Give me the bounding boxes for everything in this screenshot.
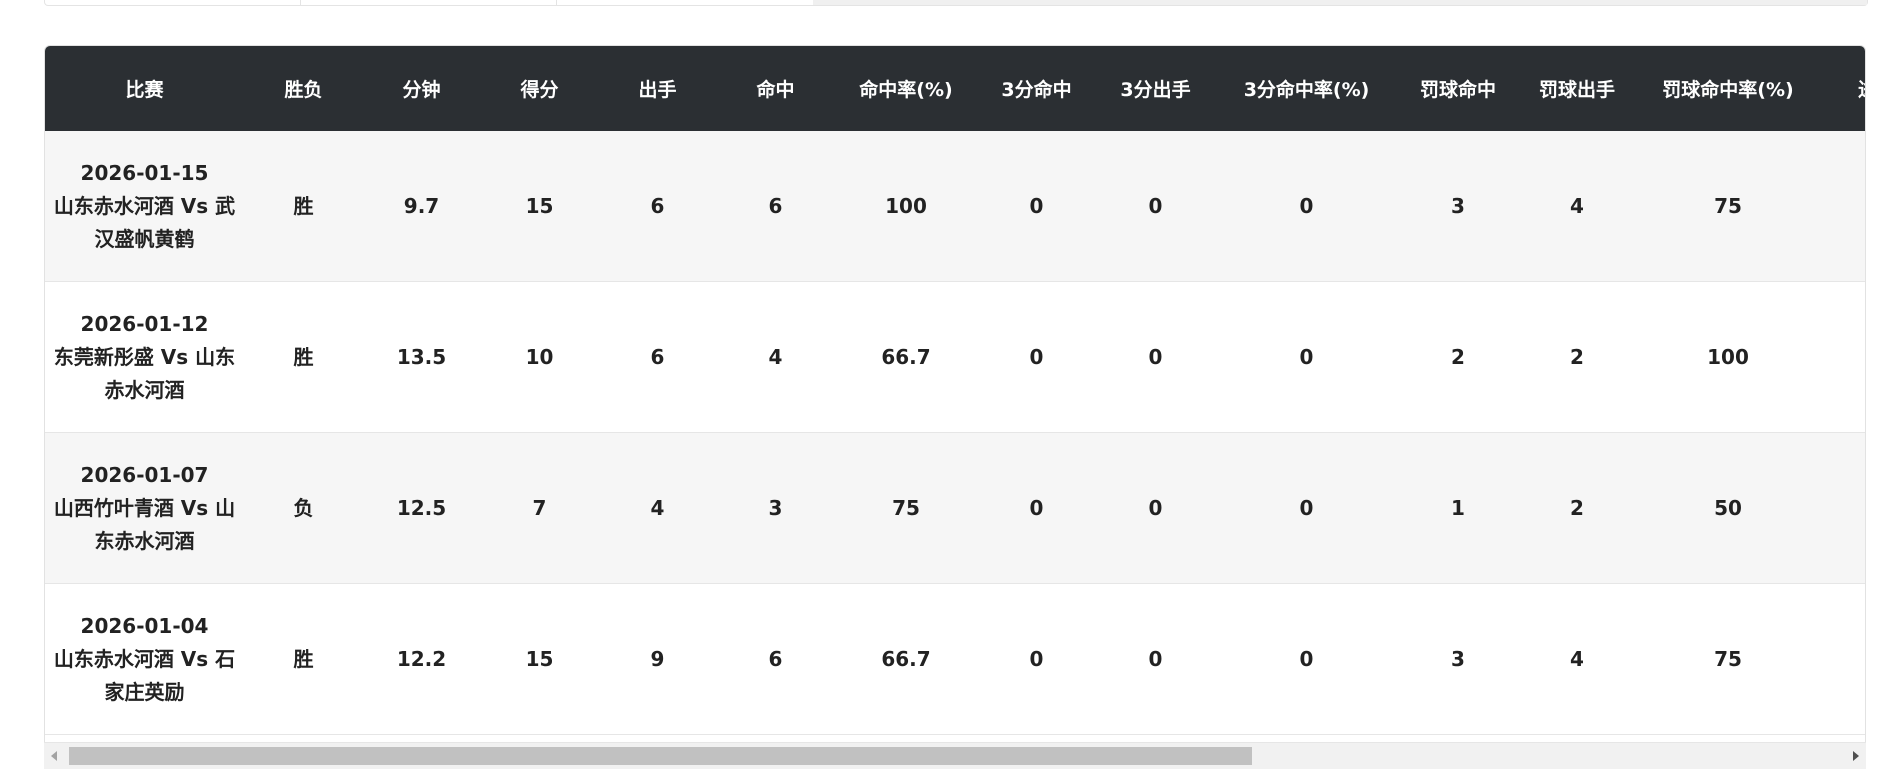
stat-cell: 1 [1398,432,1518,584]
stat-cell: 0 [1096,131,1215,282]
stat-cell: 0 [977,281,1096,433]
stat-cell: 10 [480,281,599,433]
column-header: 命中率(%) [835,46,977,131]
empty-cell [1820,131,1865,282]
scroll-right[interactable] [1853,751,1859,761]
column-header: 比赛 [45,46,244,131]
stat-cell: 6 [599,131,716,282]
match-name: 东莞新彤盛 Vs 山东赤水河酒 [53,344,236,402]
stat-cell: 0 [1215,281,1398,433]
stat-cell: 50 [1636,432,1820,584]
divider [300,0,301,5]
stat-cell: 胜 [244,131,363,282]
stat-cell: 0 [1096,281,1215,433]
stat-cell: 6 [716,131,835,282]
stat-cell: 4 [1518,583,1636,735]
match-name: 山东赤水河酒 Vs 石家庄英励 [53,646,236,704]
stat-cell: 100 [835,131,977,282]
header-row: 比赛 胜负 分钟 得分 出手 命中 命中率(%) 3分命中 3分出手 3分命中率(%) 罚球命中 罚球… [45,46,1865,131]
stat-cell: 12.2 [363,583,480,735]
stat-cell: 0 [1096,432,1215,584]
stat-cell: 3 [1398,583,1518,735]
column-header: 3分命中 [977,46,1096,131]
top-bar [44,0,1868,6]
table-body: 2026-01-15 山东赤水河酒 Vs 武汉盛帆黄鹤胜 9.7 15 6 6 100 0 0 0… [45,131,1865,735]
stat-cell: 4 [716,281,835,433]
stat-cell: 66.7 [835,281,977,433]
match-date: 2026-01-15 [80,160,209,185]
empty-cell [1820,281,1865,433]
stat-cell: 6 [716,583,835,735]
match-name: 山东赤水河酒 Vs 武汉盛帆黄鹤 [53,193,236,251]
stat-cell: 15 [480,131,599,282]
scroll-thumb[interactable] [69,747,1252,765]
empty-cell [1820,583,1865,735]
empty-cell [1820,432,1865,584]
stat-cell: 0 [1215,432,1398,584]
table-row: 2026-01-15 山东赤水河酒 Vs 武汉盛帆黄鹤胜 9.7 15 6 6 100 0 0 0… [45,131,1865,282]
match-date: 2026-01-07 [80,462,209,487]
stat-cell: 负 [244,432,363,584]
stat-cell: 3 [1398,131,1518,282]
stat-cell: 66.7 [835,583,977,735]
stat-cell: 4 [599,432,716,584]
table-row: 2026-01-04 山东赤水河酒 Vs 石家庄英励胜 12.2 15 9 6 66.7 0 0… [45,583,1865,735]
stat-cell: 胜 [244,281,363,433]
match-date: 2026-01-04 [80,613,209,638]
stat-cell: 75 [1636,131,1820,282]
column-header: 出手 [599,46,716,131]
stat-cell: 75 [835,432,977,584]
column-header: 分钟 [363,46,480,131]
stat-cell: 9.7 [363,131,480,282]
match-date: 2026-01-12 [80,311,209,336]
stat-cell: 13.5 [363,281,480,433]
column-header: 命中 [716,46,835,131]
horizontal-scrollbar[interactable] [44,742,1866,769]
match-cell: 2026-01-12 东莞新彤盛 Vs 山东赤水河酒 [45,281,244,433]
match-cell: 2026-01-04 山东赤水河酒 Vs 石家庄英励 [45,583,244,735]
stat-cell: 100 [1636,281,1820,433]
column-header: 3分命中率(%) [1215,46,1398,131]
column-header: 罚球命中 [1398,46,1518,131]
stats-table: 比赛 胜负 分钟 得分 出手 命中 命中率(%) 3分命中 3分出手 3分命中率(%) 罚球命中 罚球… [45,46,1865,735]
stat-cell: 75 [1636,583,1820,735]
stat-cell: 0 [977,131,1096,282]
table-container: 比赛 胜负 分钟 得分 出手 命中 命中率(%) 3分命中 3分出手 3分命中率(%) 罚球命中 罚球… [44,45,1866,769]
stat-cell: 0 [1215,131,1398,282]
stat-cell: 0 [977,432,1096,584]
divider [556,0,557,5]
match-cell: 2026-01-15 山东赤水河酒 Vs 武汉盛帆黄鹤 [45,131,244,282]
table-row: 2026-01-07 山西竹叶青酒 Vs 山东赤水河酒负 12.5 7 4 3 75 0 0 0 1… [45,432,1865,584]
stat-cell: 9 [599,583,716,735]
stat-cell: 0 [1096,583,1215,735]
stat-cell: 12.5 [363,432,480,584]
column-header: 3分出手 [1096,46,1215,131]
stat-cell: 0 [977,583,1096,735]
stat-cell: 15 [480,583,599,735]
top-bar-fill [813,0,1867,5]
stat-cell: 4 [1518,131,1636,282]
column-header: 进 [1820,46,1865,131]
table-row: 2026-01-12 东莞新彤盛 Vs 山东赤水河酒胜 13.5 10 6 4 66.7 0 0… [45,281,1865,433]
stat-cell: 7 [480,432,599,584]
match-name: 山西竹叶青酒 Vs 山东赤水河酒 [53,495,236,553]
column-header: 得分 [480,46,599,131]
stat-cell: 6 [599,281,716,433]
stat-cell: 2 [1398,281,1518,433]
match-cell: 2026-01-07 山西竹叶青酒 Vs 山东赤水河酒 [45,432,244,584]
stat-cell: 0 [1215,583,1398,735]
stat-cell: 2 [1518,432,1636,584]
stat-cell: 3 [716,432,835,584]
column-header: 胜负 [244,46,363,131]
stat-cell: 2 [1518,281,1636,433]
column-header: 罚球命中率(%) [1636,46,1820,131]
stat-cell: 胜 [244,583,363,735]
column-header: 罚球出手 [1518,46,1636,131]
scroll-left[interactable] [51,751,57,761]
